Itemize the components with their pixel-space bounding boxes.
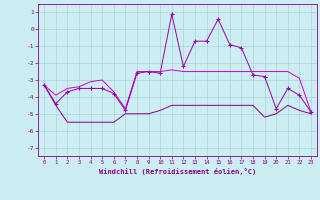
X-axis label: Windchill (Refroidissement éolien,°C): Windchill (Refroidissement éolien,°C) <box>99 168 256 175</box>
